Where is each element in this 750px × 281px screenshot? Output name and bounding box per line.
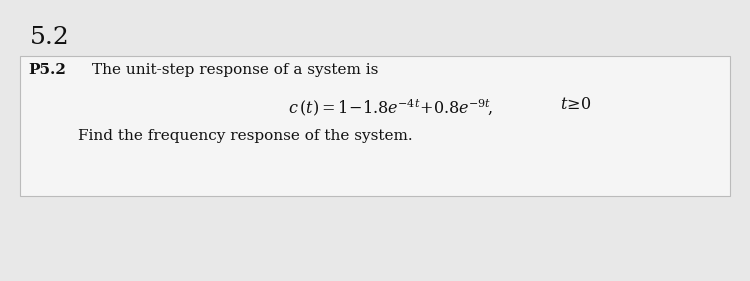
Text: 5.2: 5.2	[30, 26, 70, 49]
Text: The unit-step response of a system is: The unit-step response of a system is	[92, 63, 378, 77]
FancyBboxPatch shape	[20, 56, 730, 196]
Text: Find the frequency response of the system.: Find the frequency response of the syste…	[78, 129, 413, 143]
Text: $c\,(t) = 1\!-\!1.8e^{-4t}\!+\!0.8e^{-9t}\!,$: $c\,(t) = 1\!-\!1.8e^{-4t}\!+\!0.8e^{-9t…	[287, 96, 493, 118]
Text: $t\!\geq\!0$: $t\!\geq\!0$	[560, 96, 592, 113]
Text: P5.2: P5.2	[28, 63, 66, 77]
